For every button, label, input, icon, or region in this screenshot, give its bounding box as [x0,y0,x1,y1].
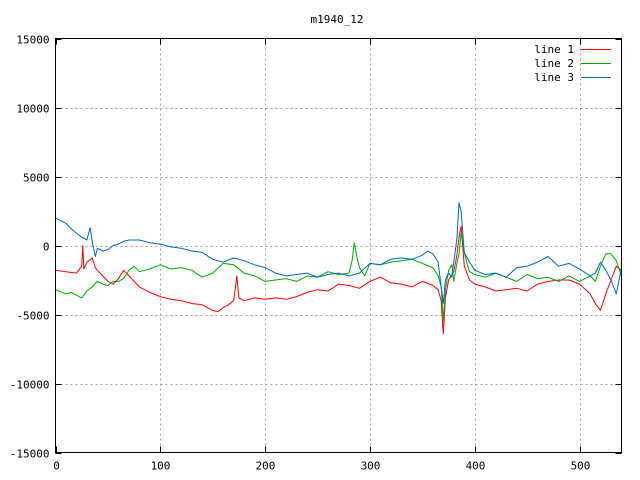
legend-label-3: line 3 [534,71,574,84]
y-tick-label: 5000 [23,172,50,185]
series-group [55,202,622,335]
legend-label-1: line 1 [534,43,574,56]
y-tick-label: 15000 [16,34,49,47]
y-tick-label: 10000 [16,103,49,116]
x-tick-label: 500 [571,460,591,473]
y-tick-label: -15000 [10,448,50,461]
x-tick-label: 100 [151,460,171,473]
y-tick-label: 0 [43,241,50,254]
y-tick-label: -10000 [10,379,50,392]
x-tick-label: 200 [256,460,276,473]
plot-frame [55,38,622,453]
legend-label-2: line 2 [534,57,574,70]
chart-title: m1940_12 [311,13,364,26]
x-tick-label: 400 [466,460,486,473]
x-tick-label: 300 [361,460,381,473]
x-tick-label: 0 [53,460,60,473]
grid [55,38,622,453]
series-line-3 [55,202,622,304]
tick-group: 0 100 200 300 400 500 -15000 -10000 -5000 0 5000 10… [10,34,622,473]
series-line-2 [55,232,622,322]
series-line-1 [55,225,622,335]
y-tick-label: -5000 [16,310,49,323]
